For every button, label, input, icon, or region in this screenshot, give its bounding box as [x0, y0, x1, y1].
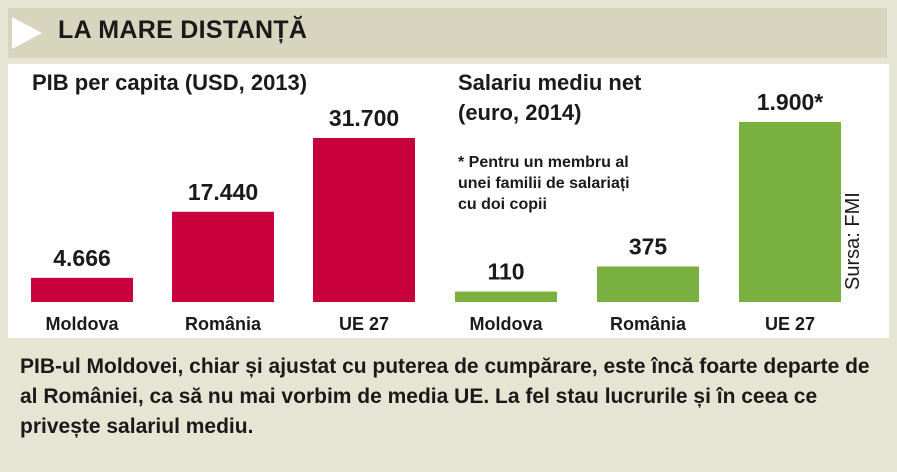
chart1-category-label-0: Moldova	[45, 314, 119, 334]
chart2-value-label-1: 375	[629, 233, 668, 259]
chart2-title-line2: (euro, 2014)	[458, 100, 582, 125]
chart2-category-label-2: UE 27	[765, 314, 815, 334]
chart2-category-label-0: Moldova	[469, 314, 543, 334]
chart1-category-label-2: UE 27	[339, 314, 389, 334]
chart1-bar-1	[172, 211, 274, 302]
header-arrow-icon	[12, 17, 42, 49]
chart1-title: PIB per capita (USD, 2013)	[32, 70, 308, 95]
chart2-category-label-1: România	[610, 314, 687, 334]
header-title: LA MARE DISTANȚĂ	[58, 16, 308, 44]
footer-text: PIB-ul Moldovei, chiar și ajustat cu put…	[20, 355, 870, 438]
chart2-title-line1: Salariu mediu net	[458, 70, 642, 95]
chart2-bar-0	[455, 291, 557, 302]
footer-box	[8, 344, 889, 464]
chart1-value-label-1: 17.440	[188, 179, 258, 205]
chart2-value-label-0: 110	[487, 259, 524, 285]
chart2-note-line3: cu doi copii	[458, 196, 547, 213]
chart1-category-label-1: România	[185, 314, 262, 334]
chart2-value-label-2: 1.900*	[757, 89, 824, 115]
chart1-bar-2	[313, 138, 415, 302]
header-bar	[8, 8, 887, 58]
chart2-bar-2	[739, 122, 841, 302]
chart1-value-label-2: 31.700	[329, 105, 399, 131]
chart1-bar-0	[31, 277, 133, 302]
chart2-bar-1	[597, 266, 699, 302]
chart1-value-label-0: 4.666	[53, 245, 111, 271]
chart2-note-line2: unei familii de salariați	[458, 175, 630, 192]
chart2-note-line1: * Pentru un membru al	[458, 154, 629, 171]
